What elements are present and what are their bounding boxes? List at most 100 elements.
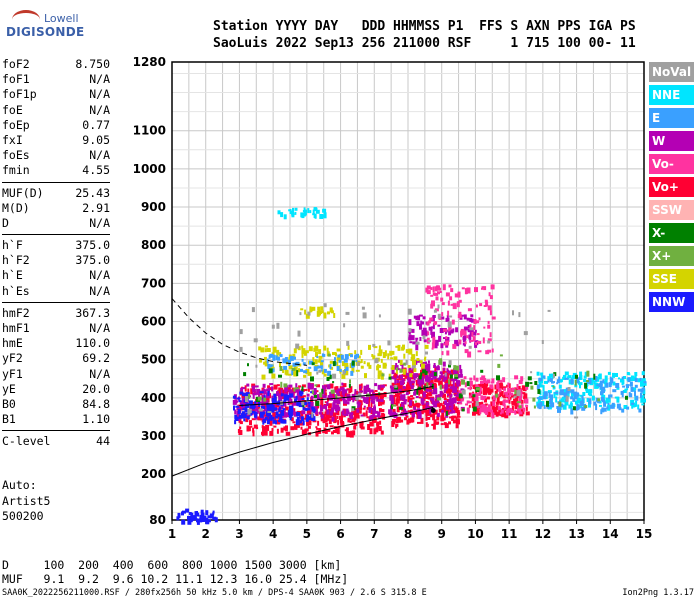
- echo-point-e: [564, 377, 569, 380]
- param-value: N/A: [89, 268, 110, 283]
- echo-point-nnw: [212, 517, 217, 520]
- echo-point-w: [449, 386, 453, 390]
- echo-point-xplus: [586, 380, 589, 382]
- param-label: yF2: [2, 351, 23, 366]
- echo-point-vominus: [518, 395, 522, 400]
- echo-point-sse: [264, 345, 268, 348]
- echo-point-voplus: [452, 419, 456, 424]
- echo-point-sse: [293, 370, 298, 377]
- echo-point-vominus: [466, 407, 470, 414]
- echo-point-nnw: [201, 516, 205, 522]
- echo-point-voplus: [498, 408, 502, 414]
- echo-point-vominus: [480, 407, 484, 413]
- echo-point-w: [425, 402, 428, 408]
- echo-point-xplus: [574, 379, 577, 386]
- y-tick-label: 1100: [133, 124, 166, 138]
- echo-point-vominus: [435, 296, 439, 301]
- echo-point-vominus: [445, 292, 450, 297]
- echo-point-vominus: [500, 409, 504, 414]
- legend-item-noval: NoVal: [649, 62, 694, 82]
- echo-point-e: [630, 393, 633, 398]
- echo-point-sse: [378, 349, 382, 356]
- echo-point-nnw: [246, 416, 250, 420]
- echo-point-w: [389, 410, 393, 415]
- echo-point-vominus: [443, 328, 447, 332]
- echo-point-e: [303, 370, 308, 374]
- echo-point-w: [430, 328, 433, 335]
- echo-point-nne: [640, 396, 645, 403]
- echo-point-nnw: [258, 403, 261, 407]
- echo-point-w: [237, 407, 241, 410]
- echo-point-sse: [317, 360, 320, 363]
- y-tick-label: 400: [141, 391, 166, 405]
- echo-point-sse: [349, 363, 352, 369]
- echo-point-w: [333, 399, 338, 404]
- echo-point-noval: [323, 303, 327, 308]
- echo-point-w: [447, 402, 452, 407]
- echo-point-sse: [258, 346, 262, 351]
- logo-line1: Lowell: [44, 12, 79, 25]
- echo-point-w: [443, 367, 445, 371]
- echo-point-voplus: [446, 395, 449, 398]
- echo-point-vominus: [472, 336, 476, 342]
- echo-point-w: [288, 384, 293, 388]
- echo-point-w: [422, 316, 426, 320]
- echo-point-nne: [563, 389, 567, 392]
- echo-point-w: [331, 407, 334, 413]
- echo-point-voplus: [420, 410, 424, 415]
- echo-point-voplus: [472, 386, 477, 389]
- echo-point-vominus: [458, 299, 462, 303]
- echo-point-e: [291, 370, 294, 376]
- echo-point-e: [554, 391, 559, 394]
- param-separator: [2, 181, 110, 183]
- echo-point-vominus: [490, 409, 493, 413]
- echo-point-sse: [261, 347, 265, 352]
- echo-point-xplus: [448, 379, 451, 385]
- echo-point-e: [602, 379, 605, 384]
- echo-point-vominus: [488, 292, 491, 297]
- echo-point-vominus: [482, 397, 485, 401]
- echo-point-w: [457, 380, 460, 386]
- echo-point-w: [307, 382, 311, 389]
- echo-point-w: [456, 391, 460, 397]
- param-row-d: D N/A: [2, 216, 110, 231]
- echo-point-nne: [559, 379, 563, 383]
- echo-point-voplus: [249, 420, 252, 426]
- echo-point-nne: [280, 212, 284, 218]
- echo-point-sse: [305, 369, 310, 374]
- echo-point-vominus: [525, 384, 529, 390]
- echo-point-noval: [276, 322, 280, 329]
- echo-point-w: [290, 398, 293, 403]
- echo-point-w: [431, 397, 435, 403]
- echo-point-vominus: [491, 378, 495, 384]
- echo-point-sse: [282, 369, 285, 373]
- echo-point-w: [415, 316, 418, 321]
- echo-point-e: [300, 368, 303, 372]
- echo-point-w: [446, 402, 449, 408]
- echo-point-nne: [614, 373, 618, 377]
- echo-point-voplus: [375, 427, 379, 433]
- echo-point-vominus: [491, 412, 495, 419]
- echo-point-voplus: [443, 398, 447, 400]
- echo-point-w: [328, 384, 331, 389]
- echo-point-w: [298, 397, 301, 401]
- echo-point-noval: [513, 395, 517, 398]
- echo-point-w: [417, 408, 420, 415]
- echo-point-voplus: [513, 398, 517, 401]
- echo-point-voplus: [278, 387, 282, 393]
- echo-point-sse: [307, 371, 312, 376]
- echo-point-w: [415, 344, 419, 351]
- echo-point-sse: [328, 364, 331, 368]
- echo-point-noval: [518, 312, 521, 318]
- echo-point-w: [470, 329, 474, 334]
- echo-point-w: [298, 414, 301, 419]
- echo-point-vominus: [447, 300, 450, 306]
- echo-point-voplus: [397, 375, 401, 379]
- echo-point-w: [269, 383, 274, 386]
- echo-point-vominus: [441, 351, 444, 356]
- echo-point-w: [314, 408, 318, 415]
- param-label: h`F2: [2, 253, 30, 268]
- echo-point-voplus: [365, 410, 368, 417]
- echo-point-voplus: [444, 379, 448, 385]
- echo-point-w: [336, 389, 340, 395]
